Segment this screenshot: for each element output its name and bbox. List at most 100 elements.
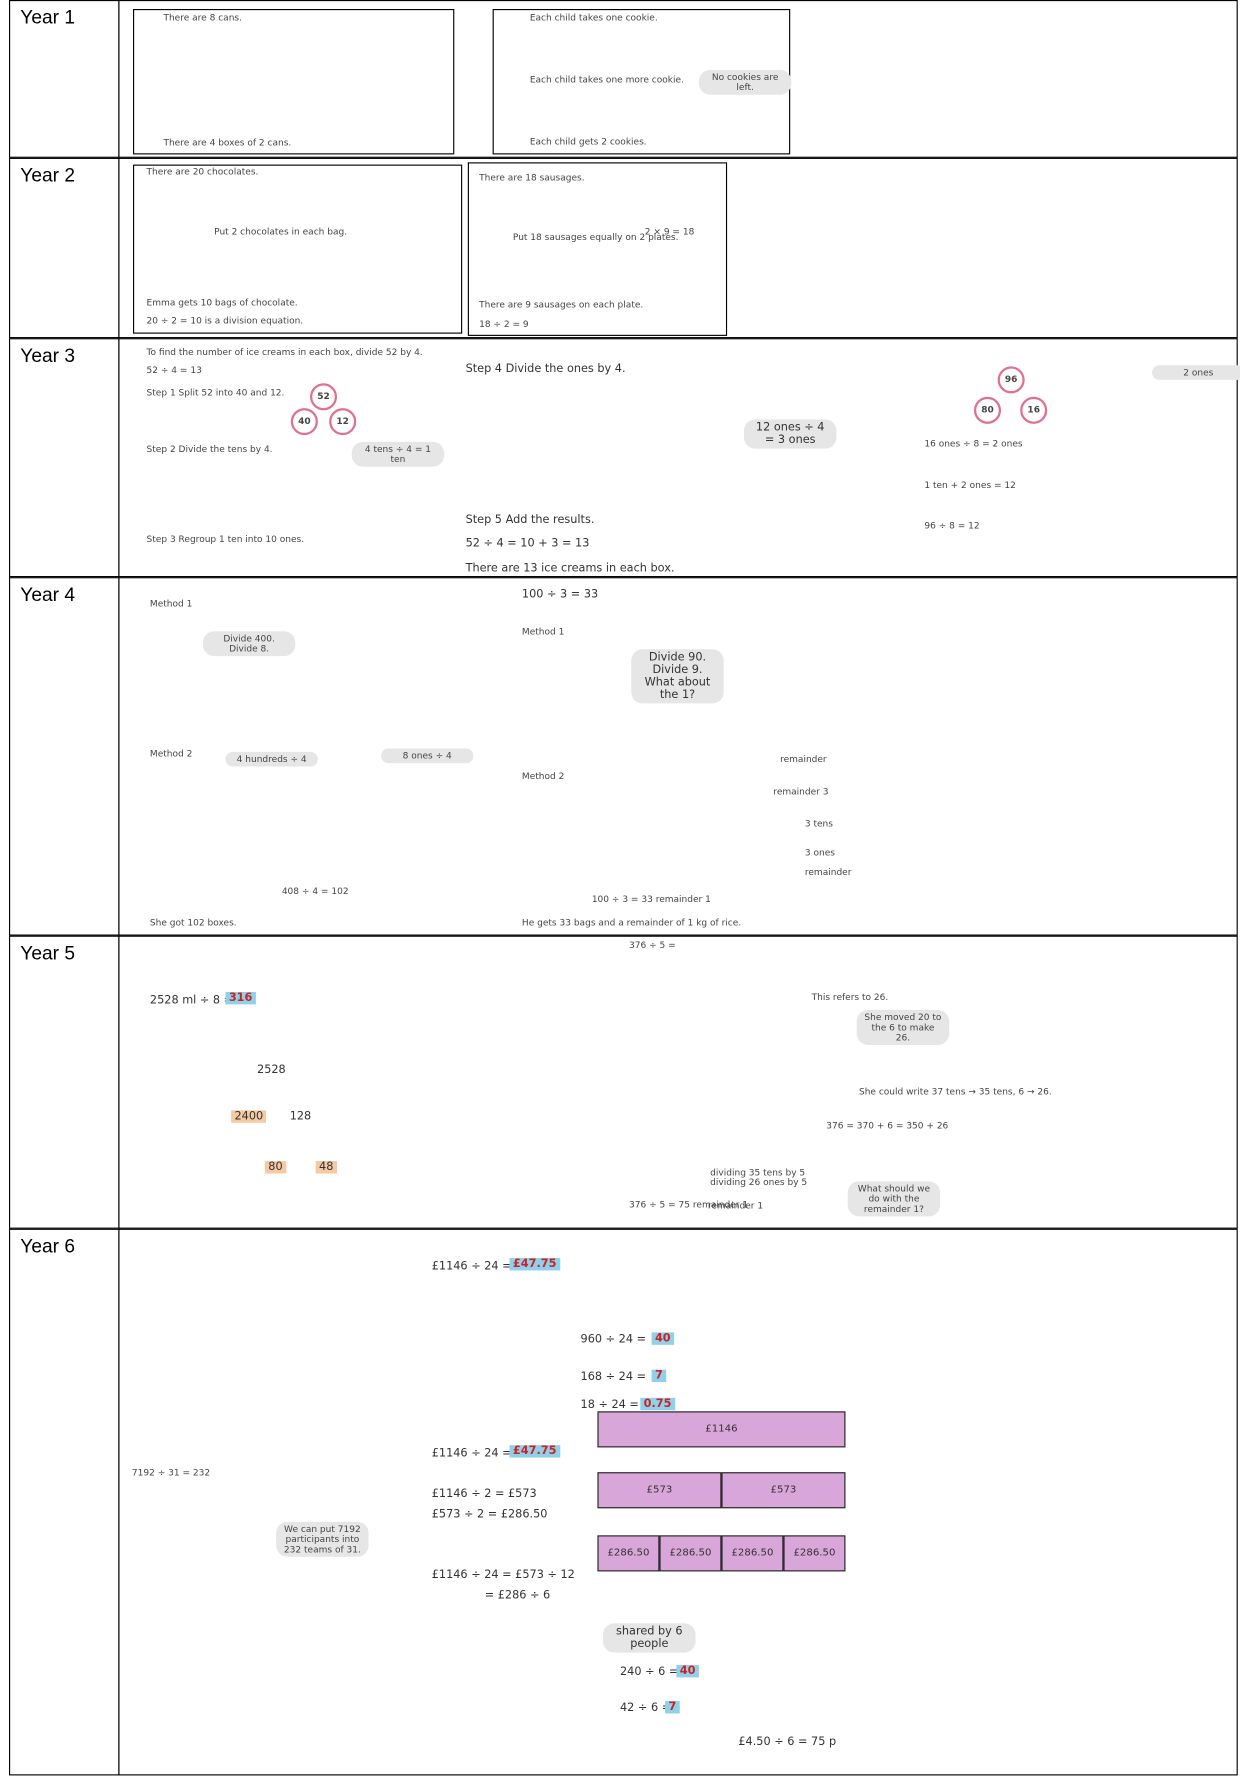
row-label: Year 5 bbox=[20, 942, 75, 964]
image-text: 52 bbox=[309, 383, 338, 411]
image-text: We can put 7192 participants into 232 te… bbox=[276, 1521, 369, 1557]
image-text: 96 ÷ 8 = 12 bbox=[924, 520, 980, 531]
image-text: There are 18 sausages. bbox=[479, 172, 585, 183]
table-cell bbox=[118, 1228, 1238, 1776]
image-text: Method 2 bbox=[149, 748, 193, 759]
image-text: £1146 ÷ 2 = £573 bbox=[431, 1487, 537, 1501]
image-text: Each child takes one cookie. bbox=[529, 12, 658, 23]
table-cell bbox=[118, 0, 1238, 158]
image-text: dividing 26 ones by 5 bbox=[710, 1176, 808, 1188]
image-text: Put 18 sausages equally on 2 plates. bbox=[512, 232, 679, 243]
image-text: remainder bbox=[804, 866, 852, 878]
image-panel bbox=[133, 164, 463, 334]
image-text: 42 ÷ 6 = bbox=[619, 1702, 672, 1715]
image-text: Emma gets 10 bags of chocolate. bbox=[146, 297, 298, 308]
image-text: 52 ÷ 4 = 10 + 3 = 13 bbox=[465, 537, 590, 551]
table-cell bbox=[9, 338, 120, 578]
row-label: Year 1 bbox=[20, 6, 75, 29]
image-text: £1146 ÷ 24 = bbox=[431, 1447, 512, 1460]
image-text: Step 3 Regroup 1 ten into 10 ones. bbox=[146, 534, 305, 545]
image-text: 96 bbox=[997, 366, 1025, 394]
image-text: 18 ÷ 24 = bbox=[580, 1398, 639, 1412]
image-text: 376 = 370 + 6 = 350 + 26 bbox=[826, 1120, 949, 1131]
image-text: 3 tens bbox=[804, 818, 833, 829]
image-text: 18 ÷ 2 = 9 bbox=[479, 319, 529, 330]
image-text: £573 ÷ 2 = £286.50 bbox=[431, 1508, 548, 1521]
image-text: Divide 400. Divide 8. bbox=[202, 631, 296, 657]
image-text: 2528 bbox=[257, 1064, 286, 1077]
image-text: 20 ÷ 2 = 10 is a division equation. bbox=[146, 315, 304, 326]
image-text: 7 bbox=[651, 1369, 667, 1383]
table-cell bbox=[118, 935, 1238, 1229]
image-text: 2528 ml ÷ 8 = bbox=[149, 994, 234, 1007]
table-cell bbox=[9, 1228, 120, 1776]
image-text: Step 2 Divide the tens by 4. bbox=[146, 444, 273, 455]
image-text: There are 13 ice creams in each box. bbox=[465, 562, 675, 575]
row-label: Year 2 bbox=[20, 164, 75, 186]
bar-model-box: £286.50 bbox=[783, 1535, 846, 1572]
bar-model-box: £286.50 bbox=[721, 1535, 784, 1572]
image-text: 2 ones bbox=[1152, 365, 1240, 380]
image-panel bbox=[467, 162, 728, 336]
image-text: £1146 ÷ 24 = bbox=[431, 1260, 512, 1273]
image-text: 1 ten + 2 ones = 12 bbox=[924, 480, 1016, 491]
image-text: 7192 ÷ 31 = 232 bbox=[131, 1467, 211, 1478]
table-cell bbox=[118, 157, 1238, 339]
bar-model-box: £573 bbox=[721, 1472, 846, 1509]
table-cell bbox=[9, 577, 120, 936]
image-text: 128 bbox=[289, 1110, 312, 1123]
image-text: 80 bbox=[264, 1161, 287, 1174]
image-text: No cookies are left. bbox=[698, 69, 792, 95]
image-text: remainder 3 bbox=[773, 786, 829, 797]
image-text: Step 4 Divide the ones by 4. bbox=[465, 362, 626, 376]
image-text: 40 bbox=[676, 1664, 699, 1678]
image-text: 376 ÷ 5 = 75 remainder 1 bbox=[629, 1199, 749, 1210]
image-text: £4.50 ÷ 6 = 75 p bbox=[738, 1735, 837, 1749]
image-text: To find the number of ice creams in each… bbox=[146, 347, 423, 358]
image-text: shared by 6 people bbox=[603, 1623, 696, 1653]
image-text: 12 bbox=[329, 408, 357, 436]
image-text: This refers to 26. bbox=[811, 991, 889, 1003]
image-text: Method 1 bbox=[521, 626, 565, 637]
bar-model-box: £1146 bbox=[597, 1411, 846, 1448]
image-text: 0.75 bbox=[640, 1397, 675, 1411]
image-text: 40 bbox=[290, 408, 318, 436]
image-text: 4 tens ÷ 4 = 1 ten bbox=[351, 441, 445, 467]
image-panel bbox=[133, 9, 455, 155]
image-text: There are 8 cans. bbox=[163, 12, 242, 23]
image-text: She could write 37 tens → 35 tens, 6 → 2… bbox=[858, 1086, 1052, 1097]
image-text: 376 ÷ 5 = bbox=[629, 940, 676, 951]
image-text: 100 ÷ 3 = 33 bbox=[521, 588, 599, 601]
image-text: 408 ÷ 4 = 102 bbox=[281, 886, 349, 897]
image-text: 168 ÷ 24 = bbox=[580, 1370, 647, 1384]
image-text: = £286 ÷ 6 bbox=[484, 1589, 551, 1602]
image-text: 3 ones bbox=[804, 847, 835, 858]
row-label: Year 4 bbox=[20, 583, 75, 606]
image-text: 16 bbox=[1020, 396, 1048, 424]
row-label: Year 6 bbox=[20, 1235, 75, 1257]
image-text: Method 2 bbox=[521, 771, 565, 782]
image-text: remainder 1 bbox=[707, 1200, 764, 1211]
image-text: He gets 33 bags and a remainder of 1 kg … bbox=[521, 917, 742, 928]
image-text: Divide 90. Divide 9. What about the 1? bbox=[631, 649, 724, 704]
image-text: 52 ÷ 4 = 13 bbox=[146, 365, 202, 376]
image-text: dividing 35 tens by 5 bbox=[710, 1167, 806, 1178]
bar-model-box: £573 bbox=[597, 1472, 722, 1509]
image-text: She got 102 boxes. bbox=[149, 917, 237, 928]
image-text: Method 1 bbox=[149, 598, 193, 609]
bar-model-box: £286.50 bbox=[597, 1535, 660, 1572]
image-text: What should we do with the remainder 1? bbox=[847, 1181, 941, 1217]
image-text: 16 ones ÷ 8 = 2 ones bbox=[924, 438, 1023, 449]
image-text: remainder bbox=[780, 754, 827, 765]
table-cell bbox=[118, 338, 1238, 578]
table-cell bbox=[9, 935, 120, 1229]
image-text: 2 × 9 = 18 bbox=[644, 226, 695, 237]
image-text: 316 bbox=[225, 991, 256, 1005]
image-text: 2400 bbox=[231, 1110, 267, 1123]
image-text: She moved 20 to the 6 to make 26. bbox=[856, 1010, 950, 1045]
image-text: There are 9 sausages on each plate. bbox=[479, 299, 644, 310]
image-text: 48 bbox=[315, 1161, 337, 1174]
image-text: Each child gets 2 cookies. bbox=[529, 136, 647, 147]
image-text: £47.75 bbox=[509, 1445, 560, 1458]
